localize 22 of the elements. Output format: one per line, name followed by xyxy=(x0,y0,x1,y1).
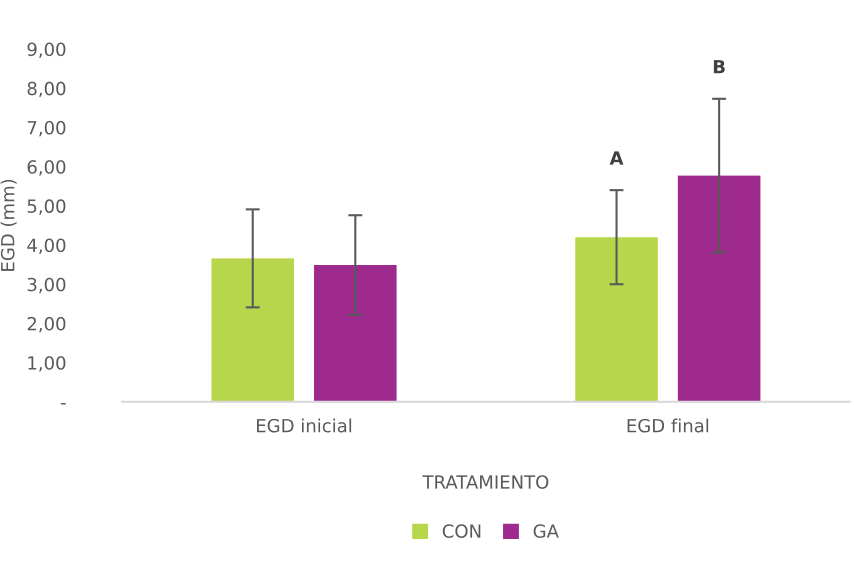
bar xyxy=(211,258,294,402)
y-tick-label: 2,00 xyxy=(28,316,66,332)
y-tick-label: 7,00 xyxy=(28,120,66,136)
y-tick-label: 5,00 xyxy=(28,199,66,215)
bar xyxy=(314,265,397,402)
y-tick-label: 3,00 xyxy=(28,278,66,294)
legend-label: CON xyxy=(442,524,480,538)
x-tick-label: EGD inicial xyxy=(257,418,352,432)
bar xyxy=(575,237,658,402)
y-tick-label: 4,00 xyxy=(27,238,66,254)
y-tick-label: 6,00 xyxy=(28,160,66,176)
y-tick-label: 1,00 xyxy=(28,356,66,372)
x-axis-title: TRATAMIENTO xyxy=(422,475,548,489)
legend-label: GA xyxy=(534,524,559,538)
y-tick-label: - xyxy=(60,403,66,404)
bar xyxy=(678,176,760,402)
y-axis-title: EGD (mm) xyxy=(0,180,17,271)
y-tick-label: 8,00 xyxy=(28,82,66,98)
annotation: B xyxy=(714,60,725,74)
annotation: A xyxy=(610,151,624,165)
y-tick-label: 9,00 xyxy=(28,42,66,58)
x-tick-label: EGD final xyxy=(628,418,708,432)
